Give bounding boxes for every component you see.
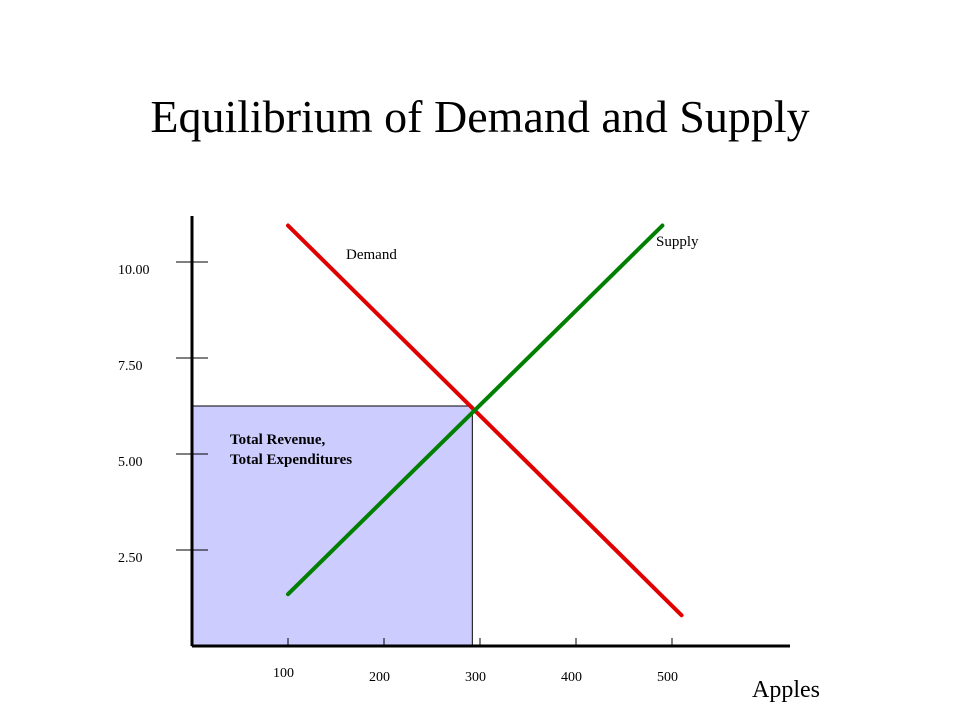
supply-label: Supply xyxy=(656,234,699,250)
y-tick-label: 2.50 xyxy=(118,551,143,566)
revenue-region xyxy=(191,405,473,647)
demand-label: Demand xyxy=(346,247,397,263)
revenue-region-label: Total Revenue, xyxy=(230,432,326,448)
x-tick-label: 400 xyxy=(561,670,582,685)
demand-line xyxy=(286,223,684,618)
x-tick-label: 300 xyxy=(465,670,486,685)
revenue-region-label: Total Expenditures xyxy=(230,452,352,468)
y-tick-label: 10.00 xyxy=(118,263,150,278)
y-tick-label: 5.00 xyxy=(118,455,143,470)
x-axis-title: Apples xyxy=(752,677,820,703)
x-tick-label: 200 xyxy=(369,670,390,685)
x-tick-label: 100 xyxy=(273,666,294,681)
chart-title: Equilibrium of Demand and Supply xyxy=(150,91,810,142)
x-tick-label: 500 xyxy=(657,670,678,685)
supply-line xyxy=(286,223,665,597)
y-tick-label: 7.50 xyxy=(118,359,143,374)
